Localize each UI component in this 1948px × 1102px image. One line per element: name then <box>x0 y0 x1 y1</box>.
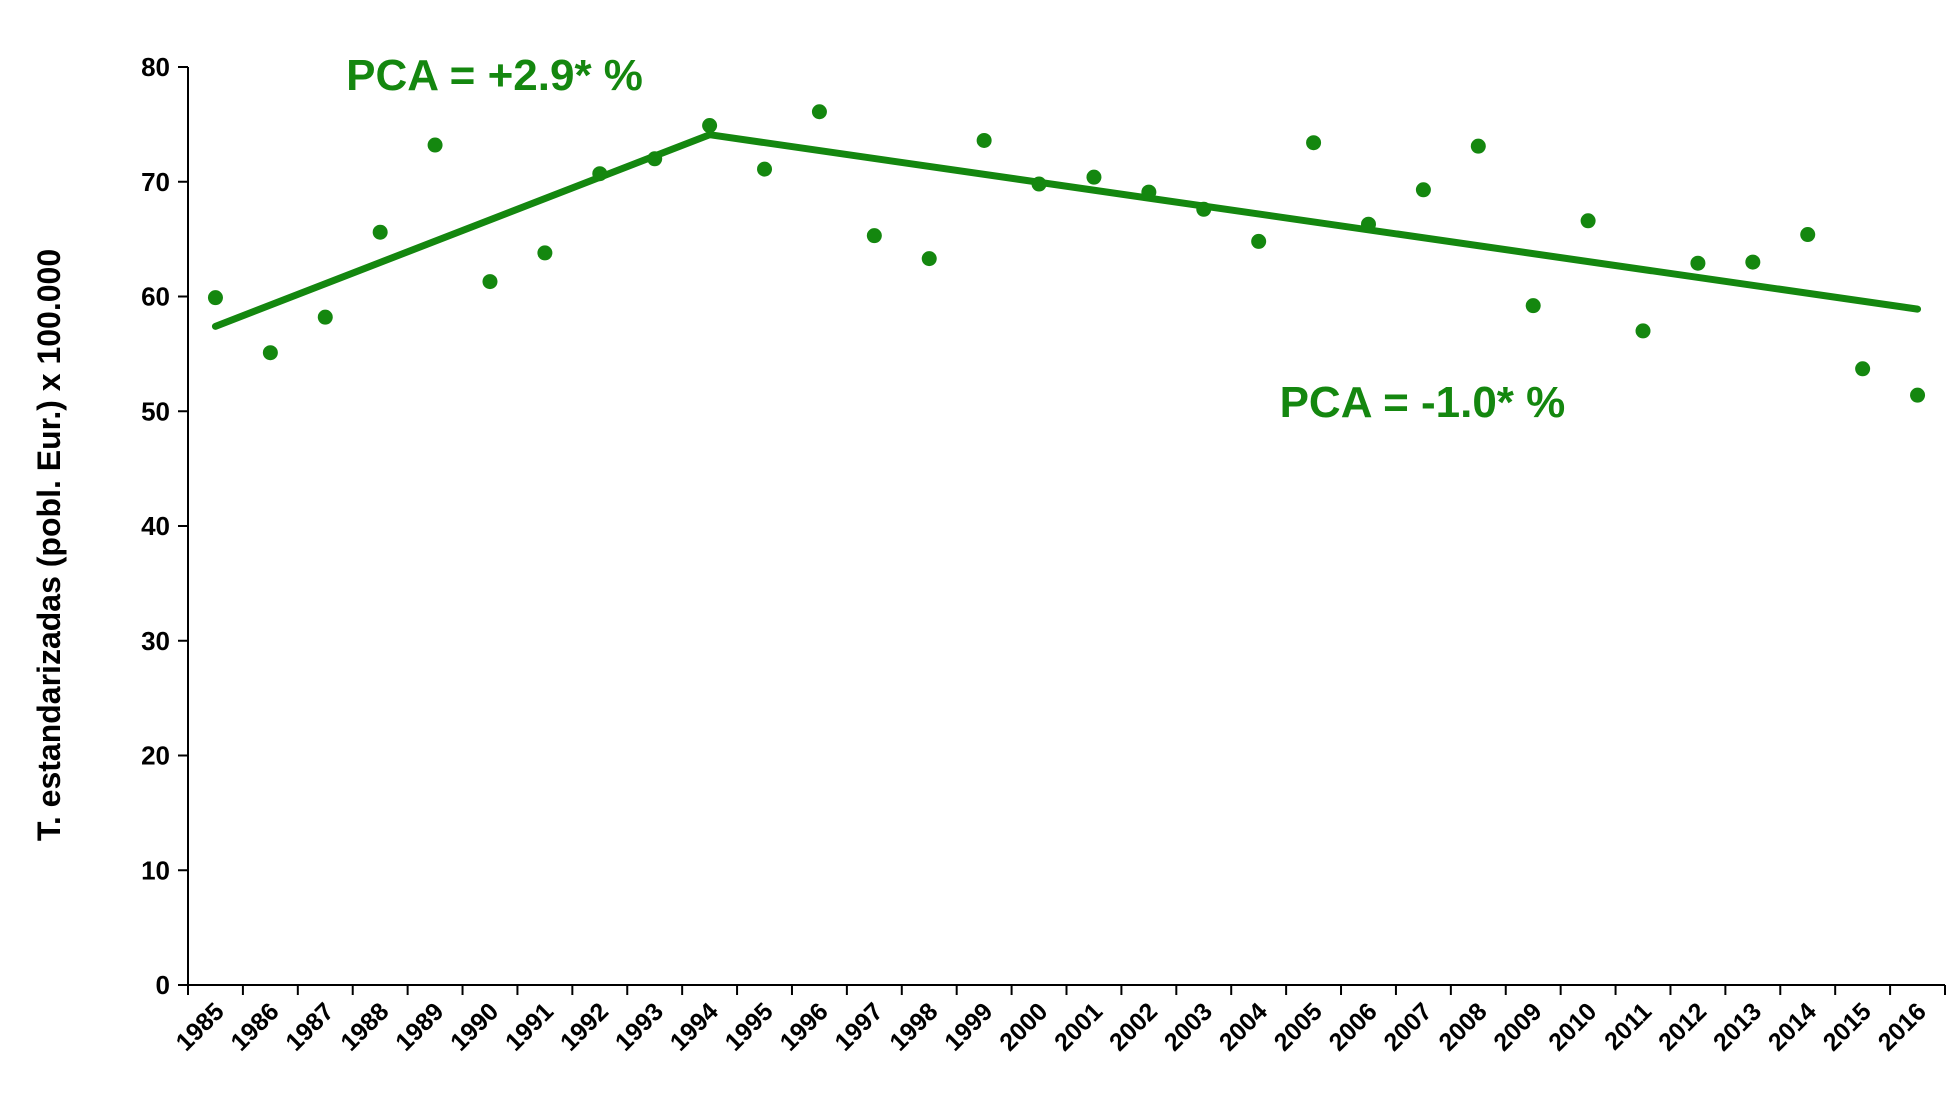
x-tick-label: 2005 <box>1269 997 1328 1056</box>
x-tick-label: 2001 <box>1049 997 1108 1056</box>
x-tick-label: 1989 <box>390 997 449 1056</box>
x-tick-label: 2012 <box>1653 997 1712 1056</box>
data-point-1989 <box>427 137 443 153</box>
x-tick-label: 1988 <box>335 997 394 1056</box>
x-tick-label: 2000 <box>994 997 1053 1056</box>
data-point-2014 <box>1800 227 1816 243</box>
x-tick-label: 1994 <box>665 997 724 1056</box>
data-point-1997 <box>866 228 882 244</box>
y-tick-label: 50 <box>141 396 170 426</box>
trend-line <box>211 131 1922 330</box>
x-tick-label: 2010 <box>1543 997 1602 1056</box>
data-point-1994 <box>702 118 718 134</box>
x-tick-label: 2002 <box>1104 997 1163 1056</box>
data-point-2012 <box>1690 255 1706 271</box>
data-point-2004 <box>1251 233 1267 249</box>
data-point-2000 <box>1031 176 1047 192</box>
data-point-1999 <box>976 132 992 148</box>
x-tick-label: 1986 <box>225 997 284 1056</box>
pca-annotation-1: PCA = +2.9* % <box>346 51 643 100</box>
data-point-2001 <box>1086 169 1102 185</box>
x-axis: 1985198619871988198919901991199219931994… <box>171 984 1946 1057</box>
x-tick-label: 2011 <box>1599 997 1657 1055</box>
x-tick-label: 2009 <box>1488 997 1547 1056</box>
x-tick-label: 1998 <box>884 997 943 1056</box>
data-point-1985 <box>207 290 223 306</box>
x-tick-label: 1993 <box>610 997 669 1056</box>
data-point-2002 <box>1141 184 1157 200</box>
data-point-1995 <box>757 161 773 177</box>
data-point-1987 <box>317 309 333 325</box>
data-point-1991 <box>537 245 553 261</box>
x-tick-label: 2007 <box>1379 997 1438 1056</box>
data-point-2015 <box>1855 361 1871 377</box>
x-tick-label: 1997 <box>829 997 888 1056</box>
x-tick-label: 2006 <box>1324 997 1383 1056</box>
x-tick-label: 1995 <box>720 997 779 1056</box>
data-point-2003 <box>1196 201 1212 217</box>
x-tick-label: 2014 <box>1763 997 1822 1056</box>
data-points <box>207 104 1926 403</box>
data-point-2005 <box>1306 135 1322 151</box>
x-tick-label: 2008 <box>1433 997 1492 1056</box>
data-point-2006 <box>1360 216 1376 232</box>
data-point-2016 <box>1910 387 1926 403</box>
pca-annotation-2: PCA = -1.0* % <box>1280 378 1566 427</box>
y-axis: 0 10 20 30 40 50 60 70 80 <box>141 52 189 1000</box>
data-point-1998 <box>921 251 937 267</box>
x-tick-label: 1987 <box>280 997 339 1056</box>
y-tick-label: 30 <box>141 626 170 656</box>
data-point-1993 <box>647 151 663 167</box>
trend-line-group <box>211 131 1922 330</box>
x-tick-label: 1992 <box>555 997 614 1056</box>
y-tick-label: 70 <box>141 167 170 197</box>
data-point-1996 <box>811 104 827 120</box>
x-tick-label: 1999 <box>939 997 998 1056</box>
x-tick-label: 1996 <box>775 997 834 1056</box>
data-point-2013 <box>1745 254 1761 270</box>
x-tick-label: 2013 <box>1708 997 1767 1056</box>
x-tick-label: 1991 <box>500 997 559 1056</box>
x-tick-label: 1985 <box>171 997 230 1056</box>
y-tick-label: 10 <box>141 855 170 885</box>
data-point-2011 <box>1635 323 1651 339</box>
y-tick-label: 40 <box>141 511 170 541</box>
data-point-2007 <box>1415 182 1431 198</box>
y-tick-label: 80 <box>141 52 170 82</box>
x-tick-label: 2003 <box>1159 997 1218 1056</box>
x-tick-label: 2015 <box>1818 997 1877 1056</box>
data-point-1990 <box>482 274 498 290</box>
data-point-2010 <box>1580 213 1596 229</box>
data-point-2009 <box>1525 298 1541 314</box>
y-tick-label: 60 <box>141 282 170 312</box>
data-point-2008 <box>1470 138 1486 154</box>
data-point-1986 <box>262 345 278 361</box>
x-tick-label: 2004 <box>1214 997 1273 1056</box>
y-tick-label: 0 <box>156 970 170 1000</box>
y-axis-title: T. estandarizadas (pobl. Eur.) x 100.000 <box>31 249 67 841</box>
x-tick-label: 2016 <box>1873 997 1932 1056</box>
data-point-1992 <box>592 166 608 182</box>
data-point-1988 <box>372 224 388 240</box>
annotations: PCA = +2.9* % PCA = -1.0* % <box>346 51 1565 427</box>
y-tick-label: 20 <box>141 741 170 771</box>
x-tick-label: 1990 <box>445 997 504 1056</box>
